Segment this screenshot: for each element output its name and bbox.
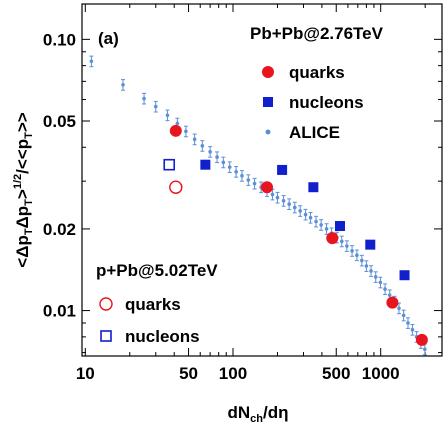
pbpb-quarks-point [386,296,399,309]
legend-ppb-title: p+Pb@5.02TeV [96,261,218,280]
y-tick-label: 0.01 [43,302,76,321]
pbpb-nucleons-point [334,221,345,232]
legend-pbpb-alice-marker [265,129,271,135]
legend-ppb-quarks-label: quarks [125,295,181,314]
x-axis: 10 50 100 500 1000 [76,4,426,383]
alice-point [270,192,275,197]
alice-point [240,173,244,178]
ppb-nucleons-point [163,158,176,171]
alice-point [234,169,238,174]
pbpb-quarks-point [169,124,182,137]
x-tick-label: 500 [322,364,350,383]
alice-point [89,59,94,64]
alice-point [275,195,280,200]
x-tick-label: 50 [179,364,198,383]
pbpb-quarks-point [415,333,428,346]
alice-point [339,239,344,244]
alice-point [324,227,329,231]
alice-point [142,96,146,101]
legend-pbpb-quarks-label: quarks [289,63,345,82]
legend-pbpb-quarks-marker [262,66,274,78]
alice-point [175,121,180,126]
alice-point [383,287,387,291]
alice-point [369,269,373,273]
legend-pbpb-title: Pb+Pb@2.76TeV [250,24,384,43]
alice-point [387,293,392,297]
alice-point [406,321,410,325]
legend-ppb-nucleons-label: nucleons [125,327,200,346]
alice-point [184,129,188,134]
alice-point [200,144,205,148]
plot-frame [81,3,443,357]
y-tick-label: 0.02 [43,220,76,239]
data-marks [89,55,428,356]
alice-point [303,212,308,217]
alice-point [364,264,369,268]
alice-point [373,275,378,279]
alice-point [319,223,323,227]
legend-pbpb-nucleons-marker [263,97,273,107]
alice-point [121,82,125,87]
pbpb-nucleons-point [399,270,410,281]
alice-point [281,198,286,203]
pbpb-quarks-point [326,232,339,245]
x-tick-label: 100 [219,364,247,383]
pbpb-nucleons-point [308,182,319,193]
alice-point [355,253,359,258]
pbpb-nucleons-point [365,239,376,250]
legend-pbpb-nucleons-label: nucleons [289,93,364,112]
alice-point [215,155,219,159]
alice-point [350,249,354,253]
panel-label: (a) [98,29,119,48]
alice-point [208,149,212,154]
alice-point [410,327,415,332]
legend-ppb-quarks-marker [99,297,113,311]
alice-point [423,347,427,352]
pbpb-nucleons-point [200,159,211,170]
alice-point [397,306,401,311]
x-tick-label: 10 [76,364,95,383]
pbpb-quarks-point [261,181,274,194]
legend-ppb: p+Pb@5.02TeV quarks nucleons [96,261,218,346]
alice-point [314,219,318,224]
pbpb-nucleons-point [277,164,288,175]
y-tick-label: 0.05 [43,112,76,131]
alice-point [378,280,383,285]
x-axis-label: dNch/dη [227,403,288,425]
y-axis-label: <ΔpTΔpT>1/2/<<pT>> [12,112,35,267]
alice-point [165,113,170,118]
alice-point [287,202,291,206]
y-tick-label: 0.10 [43,30,76,49]
alice-point [221,160,226,165]
alice-point [292,205,297,210]
legend-ppb-nucleons-marker [100,330,112,342]
ppb-quarks-point [169,180,183,194]
alice-point [192,137,197,142]
legend-pbpb-alice-label: ALICE [289,123,340,142]
alice-point [252,181,257,186]
x-tick-label: 1000 [362,364,400,383]
alice-point [298,209,302,213]
alice-point [308,215,313,220]
legend-pbpb: Pb+Pb@2.76TeV quarks nucleons ALICE [250,24,384,142]
alice-point [227,165,232,169]
alice-point [345,244,349,248]
alice-point [246,178,251,182]
y-axis: 0.01 0.02 0.05 0.10 [43,30,442,354]
alice-point [360,258,364,263]
alice-point [153,104,158,109]
alice-point [401,313,406,318]
